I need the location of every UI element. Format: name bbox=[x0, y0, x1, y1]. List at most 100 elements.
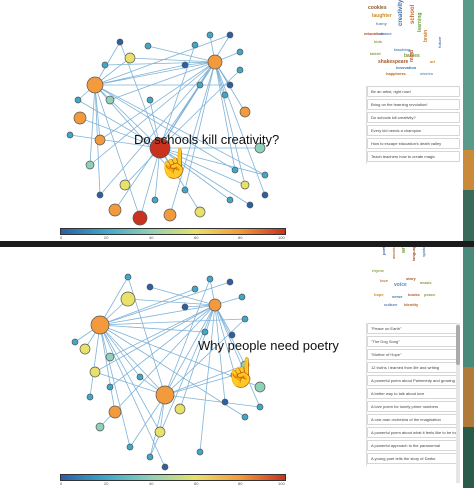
graph-node[interactable] bbox=[149, 137, 171, 159]
graph-node[interactable] bbox=[73, 111, 87, 125]
talk-list-item[interactable]: Every kid needs a champion bbox=[367, 125, 460, 136]
graph-node[interactable] bbox=[240, 180, 250, 190]
talk-list-item[interactable]: A young poet tells the story of Darfur bbox=[367, 453, 460, 464]
graph-node[interactable] bbox=[240, 360, 250, 370]
graph-node[interactable] bbox=[261, 171, 269, 179]
graph-node[interactable] bbox=[226, 278, 234, 286]
graph-node[interactable] bbox=[106, 383, 114, 391]
graph-node[interactable] bbox=[181, 303, 189, 311]
graph-node[interactable] bbox=[230, 370, 240, 380]
graph-node[interactable] bbox=[238, 293, 246, 301]
graph-node[interactable] bbox=[146, 453, 154, 461]
graph-node[interactable] bbox=[206, 31, 214, 39]
talk-list-item[interactable]: A better way to talk about love bbox=[367, 388, 460, 399]
graph-node[interactable] bbox=[108, 203, 122, 217]
network-svg[interactable] bbox=[0, 0, 340, 241]
graph-node[interactable] bbox=[90, 315, 110, 335]
talk-list-item[interactable]: A love poem for lonely prime numbers bbox=[367, 401, 460, 412]
graph-node[interactable] bbox=[120, 291, 136, 307]
talk-list-item[interactable]: "The Dog Song" bbox=[367, 336, 460, 347]
graph-node[interactable] bbox=[241, 315, 249, 323]
graph-node[interactable] bbox=[246, 201, 254, 209]
scroll-thumb[interactable] bbox=[456, 325, 460, 365]
graph-node[interactable] bbox=[155, 385, 175, 405]
graph-node[interactable] bbox=[86, 76, 104, 94]
graph-node[interactable] bbox=[119, 179, 131, 191]
graph-node[interactable] bbox=[196, 448, 204, 456]
graph-node[interactable] bbox=[171, 171, 179, 179]
graph-node[interactable] bbox=[208, 298, 222, 312]
graph-node[interactable] bbox=[124, 52, 136, 64]
graph-node[interactable] bbox=[221, 398, 229, 406]
graph-node[interactable] bbox=[94, 134, 106, 146]
graph-node[interactable] bbox=[196, 81, 204, 89]
graph-node[interactable] bbox=[96, 191, 104, 199]
graph-node[interactable] bbox=[85, 160, 95, 170]
graph-node[interactable] bbox=[89, 366, 101, 378]
graph-node[interactable] bbox=[101, 61, 109, 69]
talk-list-item[interactable]: A powerful approach to the paranormal bbox=[367, 440, 460, 451]
talk-list-item[interactable]: Be an artist, right now! bbox=[367, 86, 460, 97]
graph-node[interactable] bbox=[181, 61, 189, 69]
graph-node[interactable] bbox=[221, 91, 229, 99]
graph-node[interactable] bbox=[256, 403, 264, 411]
network-svg[interactable] bbox=[0, 247, 340, 488]
graph-node[interactable] bbox=[105, 352, 115, 362]
graph-node[interactable] bbox=[126, 443, 134, 451]
graph-node[interactable] bbox=[226, 31, 234, 39]
talk-list-item[interactable]: A powerful poem about Palmmedy and growi… bbox=[367, 375, 460, 386]
graph-node[interactable] bbox=[254, 381, 266, 393]
graph-node[interactable] bbox=[194, 206, 206, 218]
word-cloud-word: music bbox=[420, 280, 432, 285]
graph-node[interactable] bbox=[231, 166, 239, 174]
graph-node[interactable] bbox=[226, 196, 234, 204]
graph-node[interactable] bbox=[79, 343, 91, 355]
graph-node[interactable] bbox=[254, 142, 266, 154]
graph-node[interactable] bbox=[206, 275, 214, 283]
graph-node[interactable] bbox=[174, 403, 186, 415]
graph-node[interactable] bbox=[136, 373, 144, 381]
graph-node[interactable] bbox=[116, 38, 124, 46]
graph-node[interactable] bbox=[144, 42, 152, 50]
graph-node[interactable] bbox=[181, 186, 189, 194]
talk-list-item[interactable]: Bring on the learning revolution! bbox=[367, 99, 460, 110]
graph-node[interactable] bbox=[71, 338, 79, 346]
graph-node[interactable] bbox=[74, 96, 82, 104]
talk-list-item[interactable]: How to escape education's death valley bbox=[367, 138, 460, 149]
talk-list-item[interactable]: A powerful poem about what it feels like… bbox=[367, 427, 460, 438]
talk-list-item[interactable]: "Peace on Earth" bbox=[367, 323, 460, 334]
graph-node[interactable] bbox=[146, 283, 154, 291]
talk-list-item[interactable]: Do schools kill creativity? bbox=[367, 112, 460, 123]
graph-node[interactable] bbox=[201, 328, 209, 336]
graph-node[interactable] bbox=[132, 210, 148, 226]
graph-node[interactable] bbox=[207, 54, 223, 70]
graph-node[interactable] bbox=[228, 331, 236, 339]
graph-node[interactable] bbox=[191, 285, 199, 293]
graph-node[interactable] bbox=[241, 413, 249, 421]
graph-node[interactable] bbox=[261, 191, 269, 199]
graph-node[interactable] bbox=[236, 66, 244, 74]
graph-node[interactable] bbox=[161, 463, 169, 471]
graph-node[interactable] bbox=[108, 405, 122, 419]
list-scrollbar[interactable] bbox=[456, 323, 460, 483]
graph-node[interactable] bbox=[124, 273, 132, 281]
graph-node[interactable] bbox=[163, 208, 177, 222]
talk-list-item[interactable]: A one-man orchestra of the imagination bbox=[367, 414, 460, 425]
talk-list-item[interactable]: 12 truths I learned from life and writin… bbox=[367, 362, 460, 373]
talk-list-item[interactable]: "Mother of Hope" bbox=[367, 349, 460, 360]
graph-node[interactable] bbox=[191, 41, 199, 49]
graph-node[interactable] bbox=[226, 81, 234, 89]
graph-node[interactable] bbox=[239, 106, 251, 118]
graph-node[interactable] bbox=[95, 422, 105, 432]
graph-node[interactable] bbox=[154, 426, 166, 438]
graph-node[interactable] bbox=[146, 96, 154, 104]
graph-node[interactable] bbox=[105, 95, 115, 105]
network-graph-top[interactable] bbox=[0, 0, 340, 241]
network-graph-bottom[interactable] bbox=[0, 247, 340, 488]
word-cloud-word: writing bbox=[401, 247, 407, 253]
talk-list-item[interactable]: Teach teachers how to create magic bbox=[367, 151, 460, 162]
graph-node[interactable] bbox=[151, 196, 159, 204]
graph-node[interactable] bbox=[86, 393, 94, 401]
graph-node[interactable] bbox=[66, 131, 74, 139]
graph-node[interactable] bbox=[236, 48, 244, 56]
